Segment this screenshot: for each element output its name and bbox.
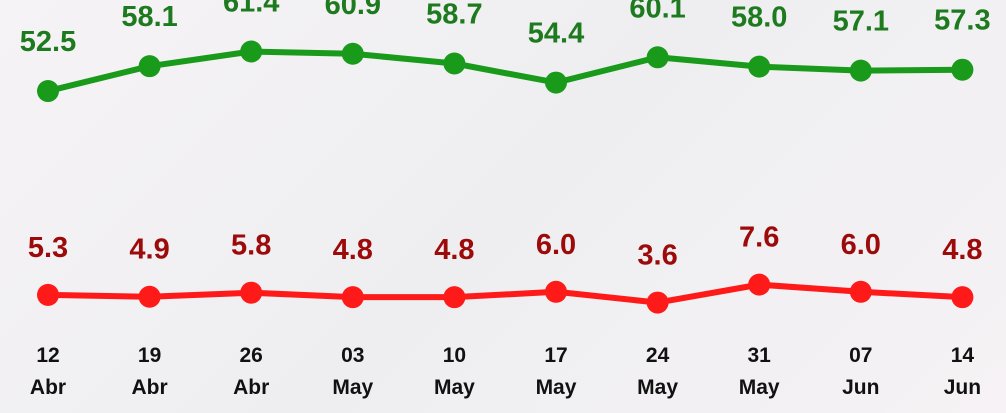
point: [748, 274, 770, 296]
value-label: 52.5: [20, 26, 76, 58]
x-tick-label: 07 Jun: [831, 340, 891, 404]
x-tick-label: 26 Abr: [221, 340, 281, 404]
point: [951, 59, 973, 81]
point: [342, 43, 364, 65]
value-label: 6.0: [841, 229, 881, 261]
point: [139, 286, 161, 308]
x-tick-label: 17 May: [526, 340, 586, 404]
value-label: 4.8: [333, 234, 373, 266]
value-label: 7.6: [739, 222, 779, 254]
value-label: 4.8: [942, 234, 982, 266]
value-label: 5.3: [28, 232, 68, 264]
point: [37, 80, 59, 102]
value-label: 3.6: [637, 240, 677, 272]
x-tick-label: 03 May: [323, 340, 383, 404]
point: [850, 60, 872, 82]
value-label: 5.8: [231, 230, 271, 262]
point: [951, 286, 973, 308]
value-label: 4.8: [434, 234, 474, 266]
chart: 52.5 58.1 61.4 60.9 58.7 54.4 60.1 58.0 57.1 57.3…: [0, 0, 1006, 413]
x-tick-label: 14 Jun: [932, 340, 992, 404]
x-tick-label: 19 Abr: [120, 340, 180, 404]
x-tick-label: 10 May: [424, 340, 484, 404]
point: [647, 46, 669, 68]
point: [37, 284, 59, 306]
point: [748, 56, 770, 78]
x-tick-label: 31 May: [729, 340, 789, 404]
value-label: 57.1: [833, 6, 889, 38]
point: [545, 281, 567, 303]
point: [240, 282, 262, 304]
value-label: 61.4: [223, 0, 279, 19]
point: [139, 55, 161, 77]
value-label: 58.7: [426, 0, 482, 31]
series-line: [48, 52, 962, 92]
value-label: 54.4: [528, 18, 584, 50]
value-label: 58.1: [121, 1, 177, 33]
value-label: 6.0: [536, 229, 576, 261]
point: [443, 286, 465, 308]
point: [850, 281, 872, 303]
point: [545, 72, 567, 94]
point: [443, 53, 465, 75]
value-label: 58.0: [731, 2, 787, 34]
point: [240, 41, 262, 63]
value-label: 60.9: [325, 0, 381, 21]
point: [647, 292, 669, 314]
x-tick-label: 24 May: [628, 340, 688, 404]
series-line: [48, 285, 962, 303]
value-label: 57.3: [934, 5, 990, 37]
value-label: 4.9: [129, 234, 169, 266]
point: [342, 286, 364, 308]
value-label: 60.1: [629, 0, 685, 24]
x-tick-label: 12 Abr: [18, 340, 78, 404]
